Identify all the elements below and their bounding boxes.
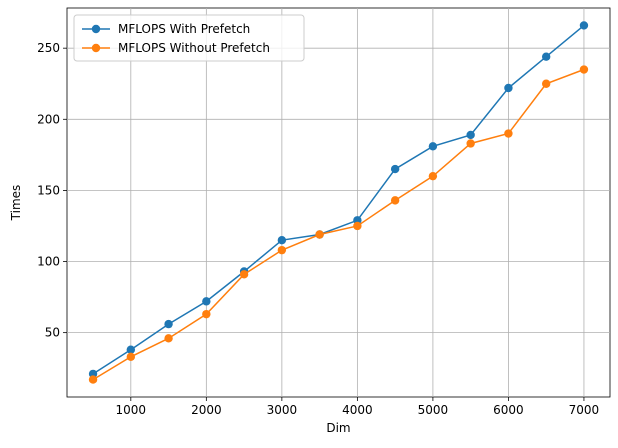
data-point	[239, 270, 249, 279]
y-tick-label: 200	[37, 112, 60, 126]
series-group	[88, 21, 589, 384]
y-axis-ticks: 50 100 150 200 250	[37, 41, 67, 340]
data-point	[126, 352, 136, 362]
plot-area	[66, 7, 611, 398]
x-tick-label: 6000	[493, 403, 524, 417]
series-with-prefetch	[88, 21, 589, 379]
data-point	[353, 221, 362, 231]
data-point	[504, 129, 513, 138]
data-point	[164, 334, 173, 343]
x-tick-label: 7000	[569, 403, 600, 417]
data-point	[315, 230, 324, 239]
series-line	[92, 24, 585, 375]
data-point	[579, 21, 589, 30]
legend-swatch-marker	[91, 43, 101, 53]
data-point	[277, 245, 287, 255]
y-tick-label: 250	[37, 41, 60, 55]
legend-label: MFLOPS With Prefetch	[118, 22, 250, 36]
data-point	[504, 83, 513, 93]
y-tick-label: 150	[37, 183, 60, 197]
data-point	[541, 79, 551, 88]
x-tick-label: 3000	[267, 403, 298, 417]
data-point	[390, 164, 400, 174]
data-point	[126, 345, 136, 354]
data-point	[390, 196, 400, 205]
data-point	[579, 65, 589, 74]
x-tick-label: 1000	[116, 403, 147, 417]
x-tick-label: 2000	[191, 403, 222, 417]
data-point	[428, 142, 438, 151]
data-point	[541, 52, 551, 61]
series-line	[92, 68, 585, 381]
data-point	[466, 130, 475, 140]
x-tick-label: 4000	[342, 403, 373, 417]
y-axis-label: Times	[9, 185, 23, 222]
data-point	[88, 375, 98, 384]
series-without-prefetch	[88, 65, 589, 384]
data-point	[202, 297, 211, 306]
legend-label: MFLOPS Without Prefetch	[118, 41, 270, 55]
legend: MFLOPS With Prefetch MFLOPS Without Prefe…	[73, 14, 305, 62]
data-point	[466, 139, 475, 148]
data-point	[164, 319, 173, 329]
legend-swatch-marker	[91, 24, 101, 34]
y-tick-label: 100	[37, 255, 60, 269]
data-point	[277, 235, 287, 245]
y-tick-label: 50	[45, 326, 60, 340]
legend-box	[73, 14, 305, 62]
x-axis-label: Dim	[326, 421, 350, 435]
x-axis-ticks: 1000 2000 3000 4000 5000 6000 7000	[116, 397, 600, 417]
data-point	[428, 171, 438, 181]
data-point	[202, 309, 211, 319]
x-tick-label: 5000	[418, 403, 449, 417]
